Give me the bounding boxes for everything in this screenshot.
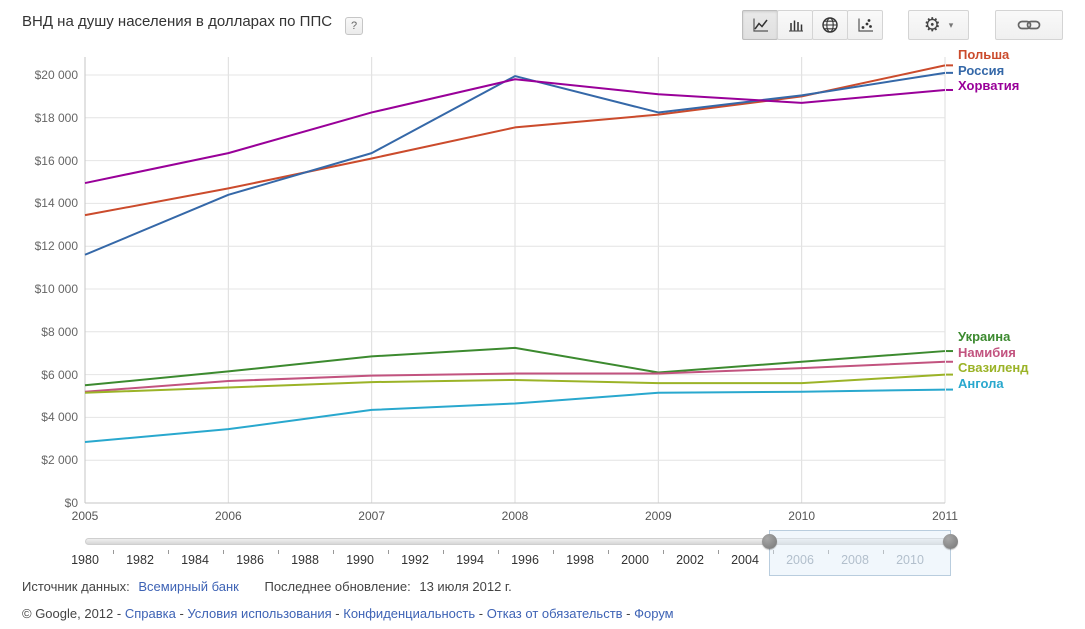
- updated-value: 13 июля 2012 г.: [419, 579, 512, 594]
- line-chart-button[interactable]: [742, 10, 778, 40]
- timeline-tick: [497, 550, 499, 554]
- timeline-tick: [387, 550, 389, 554]
- legend-item[interactable]: Хорватия: [958, 78, 1020, 93]
- timeline-tick: [827, 550, 829, 554]
- timeline-tick: [882, 550, 884, 554]
- timeline-year-label: 1992: [401, 553, 429, 567]
- copyright: © Google, 2012: [22, 606, 114, 621]
- x-axis-tick-label: 2009: [644, 509, 672, 523]
- map-chart-button[interactable]: [812, 10, 848, 40]
- footer-link[interactable]: Справка: [124, 606, 176, 621]
- x-axis-tick-label: 2011: [932, 509, 958, 523]
- timeline-tick: [112, 550, 114, 554]
- timeline-year-label: 1988: [291, 553, 319, 567]
- bar-chart-button[interactable]: [777, 10, 813, 40]
- legend-item[interactable]: Намибия: [958, 344, 1016, 360]
- y-axis-tick-label: $20 000: [34, 68, 78, 82]
- source-link[interactable]: Всемирный банк: [138, 579, 239, 594]
- legend-item[interactable]: Ангола: [958, 375, 1004, 391]
- timeline-year-label: 1998: [566, 553, 594, 567]
- legend-item[interactable]: Польша: [958, 47, 1010, 62]
- timeline-tick: [552, 550, 554, 554]
- timeline-handle-right[interactable]: [943, 534, 958, 549]
- y-axis-tick-label: $16 000: [34, 153, 78, 168]
- y-axis-tick-label: $4 000: [41, 410, 78, 425]
- scatter-icon: [857, 18, 873, 32]
- footer-link[interactable]: Отказ от обязательств: [486, 606, 623, 621]
- timeline-year-label: 2004: [731, 553, 759, 567]
- y-axis-tick-label: $2 000: [41, 453, 78, 468]
- globe-icon: [822, 17, 838, 33]
- timeline-tick: [442, 550, 444, 554]
- y-axis-tick-label: $6 000: [41, 367, 78, 382]
- timeline-year-label: 1990: [346, 553, 374, 567]
- y-axis-tick-label: $12 000: [34, 239, 78, 254]
- timeline-tick: [332, 550, 334, 554]
- timeline-year-label: 1996: [511, 553, 539, 567]
- timeline-year-label: 2010: [896, 553, 924, 567]
- chevron-down-icon: ▾: [948, 19, 954, 30]
- footer-link[interactable]: Условия использования: [187, 606, 332, 621]
- settings-button[interactable]: ⚙ ▾: [908, 10, 969, 40]
- page-title: ВНД на душу населения в долларах по ППС: [22, 13, 333, 30]
- timeline-year-label: 2006: [786, 553, 814, 567]
- timeline-tick: [717, 550, 719, 554]
- footer-link[interactable]: Форум: [634, 606, 674, 621]
- data-source-line: Источник данных: Всемирный банк Последне…: [22, 579, 512, 594]
- help-icon[interactable]: ?: [345, 17, 363, 35]
- x-axis-tick-label: 2006: [214, 509, 242, 523]
- timeline-tick: [607, 550, 609, 554]
- scatter-chart-button[interactable]: [847, 10, 883, 40]
- footer-link[interactable]: Конфиденциальность: [343, 606, 476, 621]
- timeline-year-label: 2008: [841, 553, 869, 567]
- timeline-tick: [277, 550, 279, 554]
- y-axis-tick-label: $8 000: [41, 324, 78, 339]
- timeline-handle-left[interactable]: [762, 534, 777, 549]
- y-axis-tick-label: $0: [64, 496, 78, 510]
- x-axis-tick-label: 2007: [358, 509, 385, 523]
- x-axis-tick-label: 2005: [71, 509, 99, 523]
- timeline-tick: [167, 550, 169, 554]
- updated-label: Последнее обновление:: [264, 579, 411, 594]
- gear-icon: ⚙: [923, 13, 941, 36]
- x-axis-tick-label: 2010: [788, 509, 815, 523]
- timeline-tick: [222, 550, 224, 554]
- y-axis-tick-label: $18 000: [34, 110, 78, 125]
- timeline-year-label: 1982: [126, 553, 154, 567]
- line-chart-icon: [752, 18, 768, 32]
- chain-link-icon: [1017, 20, 1041, 30]
- timeline-year-label: 2002: [676, 553, 704, 567]
- share-link-button[interactable]: [995, 10, 1063, 40]
- legend-item[interactable]: Украина: [958, 329, 1011, 344]
- timeline-year-label: 1986: [236, 553, 264, 567]
- y-axis-tick-label: $10 000: [34, 282, 78, 296]
- timeline-selection-range[interactable]: [769, 530, 951, 576]
- footer-links-line: © Google, 2012 - Справка - Условия испол…: [22, 606, 674, 621]
- legend-item[interactable]: Свазиленд: [958, 360, 1029, 375]
- source-label: Источник данных:: [22, 579, 130, 594]
- y-axis-tick-label: $14 000: [34, 196, 78, 211]
- timeline-year-label: 2000: [621, 553, 649, 567]
- timeline-year-label: 1994: [456, 553, 484, 567]
- legend-item[interactable]: Россия: [958, 62, 1005, 78]
- timeline-year-label: 1984: [181, 553, 209, 567]
- timeline-tick: [772, 550, 774, 554]
- timeline-year-label: 1980: [71, 553, 99, 567]
- bar-chart-icon: [788, 20, 803, 32]
- timeline-tick: [662, 550, 664, 554]
- x-axis-tick-label: 2008: [501, 509, 529, 523]
